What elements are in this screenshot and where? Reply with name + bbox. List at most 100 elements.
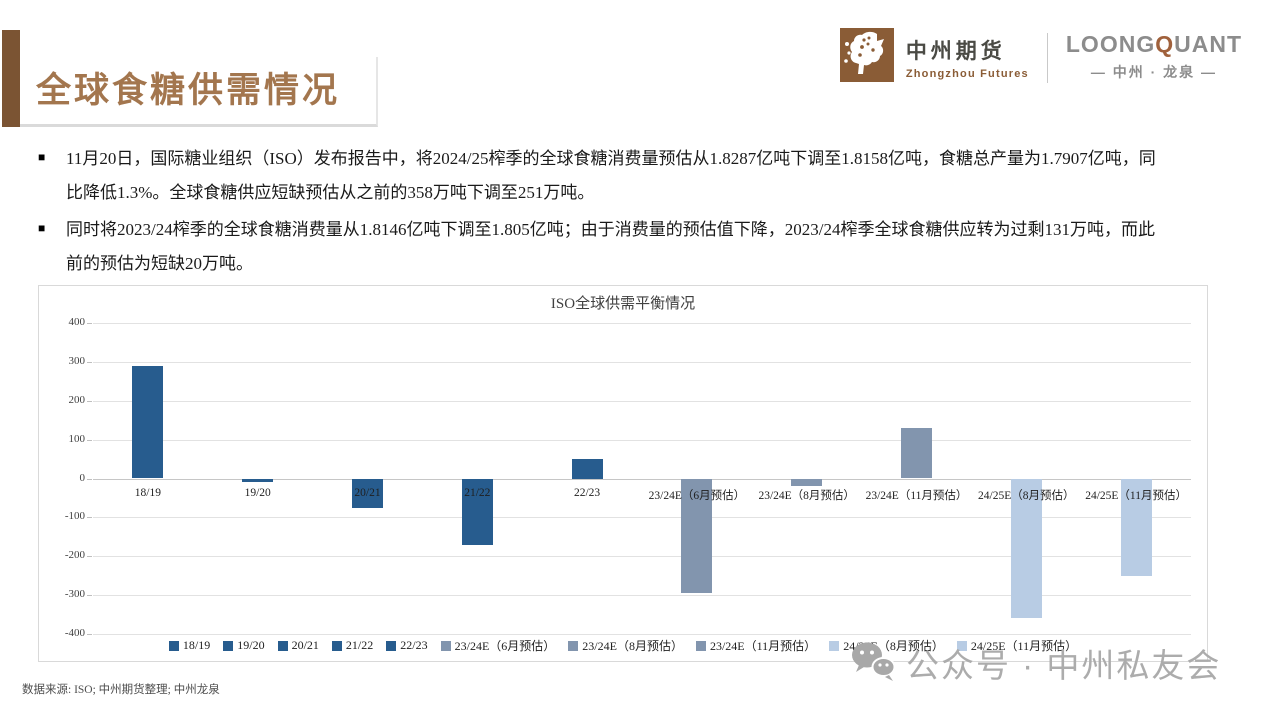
grid-line: [93, 634, 1191, 635]
legend-item: 21/22: [331, 638, 374, 653]
bullet-text-1: 11月20日，国际糖业组织（ISO）发布报告中，将2024/25榨季的全球食糖消…: [66, 149, 1156, 202]
x-tick-label: 23/24E（8月预估）: [758, 489, 855, 502]
legend-swatch: [168, 640, 179, 651]
loongquant-logo-wordmark: LOONGQUANT: [1065, 31, 1242, 57]
legend-item: 19/20: [223, 638, 265, 653]
bullet-marker-icon: ■: [38, 150, 46, 164]
y-axis-tick: [87, 634, 92, 635]
bar: [571, 459, 603, 479]
legend-label: 23/24E（8月预估）: [582, 639, 683, 653]
grid-line: [93, 400, 1191, 402]
bar: [132, 365, 164, 479]
legend-swatch: [223, 640, 234, 651]
bullet-marker-icon: ■: [38, 221, 46, 235]
legend-swatch: [331, 640, 342, 651]
legend-swatch: [568, 640, 579, 651]
legend-item: 24/25E（11月预估）: [956, 637, 1078, 654]
grid-line: [93, 439, 1191, 441]
chart-title: ISO全球供需平衡情况: [550, 296, 696, 312]
y-axis-tick: [87, 478, 92, 480]
x-tick-label: 22/23: [573, 486, 601, 499]
bar: [901, 427, 932, 479]
x-tick-label: 23/24E（11月预估）: [865, 489, 968, 502]
grid-line: [93, 323, 1191, 324]
wechat-icon: [850, 640, 896, 687]
legend-item: 23/24E（11月预估）: [695, 637, 817, 654]
loongquant-logo: LOONGQUANT — 中州 · 龙泉 —: [1066, 33, 1242, 82]
y-tick-label: 300: [68, 354, 86, 367]
zhongzhou-logo: 中州期货 Zhongzhou Futures: [839, 28, 1029, 87]
x-tick-label: 18/19: [134, 486, 161, 499]
legend-swatch: [829, 640, 840, 651]
legend-label: 18/19: [182, 638, 211, 652]
legend-swatch: [277, 640, 288, 651]
grid-line: [93, 517, 1191, 519]
bar: [352, 478, 383, 508]
legend-label: 20/21: [291, 638, 319, 652]
legend-label: 23/24E（6月预估）: [454, 639, 556, 653]
grid-line: [93, 361, 1191, 363]
bar: [681, 478, 713, 594]
bar: [791, 478, 823, 487]
x-tick-label: 21/22: [464, 486, 491, 499]
x-tick-label: 24/25E（8月预估）: [978, 489, 1075, 502]
legend-item: 18/19: [168, 638, 211, 653]
legend-swatch: [956, 640, 967, 651]
loongquant-logo-subtitle: — 中州 · 龙泉 —: [1090, 64, 1218, 80]
x-tick-label: 24/25E（11月预估）: [1085, 489, 1187, 502]
leopard-logo-icon: [839, 28, 894, 87]
title-card: 全球食糖供需情况: [20, 57, 378, 127]
y-axis-tick: [87, 595, 92, 597]
legend-label: 24/25E（11月预估）: [970, 639, 1078, 653]
legend-label: 19/20: [237, 638, 265, 652]
x-tick-label: 19/20: [244, 486, 271, 499]
y-tick-label: 200: [68, 393, 86, 406]
bullet-text-2: 同时将2023/24榨季的全球食糖消费量从1.8146亿吨下调至1.805亿吨；…: [66, 220, 1155, 273]
x-tick-label: 23/24E（6月预估）: [648, 489, 746, 502]
legend-label: 22/23: [400, 638, 428, 652]
y-axis-tick: [87, 556, 92, 558]
y-tick-label: 400: [68, 316, 86, 328]
legend-swatch: [440, 640, 451, 651]
x-tick-label: 20/21: [354, 486, 381, 499]
page-title: 全球食糖供需情况: [36, 71, 341, 110]
source-note: 数据来源: ISO; 中州期货整理; 中州龙泉: [22, 684, 220, 696]
legend-swatch: [695, 640, 706, 651]
y-tick-label: 100: [68, 432, 86, 445]
legend-label: 23/24E（11月预估）: [709, 639, 817, 653]
y-axis-tick: [87, 400, 92, 402]
legend-item: 23/24E（8月预估）: [568, 637, 683, 654]
y-axis-tick: [87, 361, 92, 363]
bullet-list: ■ 11月20日，国际糖业组织（ISO）发布报告中，将2024/25榨季的全球食…: [38, 142, 1160, 284]
bar: [1010, 478, 1042, 618]
chart-legend: 18/19 19/20 20/21 21/22 22/23 23/24E（6月预估） 23/…: [39, 637, 1207, 654]
bar: [461, 478, 493, 545]
bar: [1120, 478, 1152, 577]
chart-card: ISO全球供需平衡情况 -400 -300 -200 -100 0 100 200 300 40…: [38, 285, 1208, 662]
bullet-item: ■ 同时将2023/24榨季的全球食糖消费量从1.8146亿吨下调至1.805亿…: [38, 213, 1160, 281]
grid-line: [93, 556, 1191, 558]
grid-line: [93, 595, 1191, 597]
watermark: 公众号 · 中州私友会: [850, 639, 1221, 687]
bullet-item: ■ 11月20日，国际糖业组织（ISO）发布报告中，将2024/25榨季的全球食…: [38, 142, 1160, 210]
title-accent-bar: [2, 30, 20, 127]
y-tick-label: -200: [64, 549, 85, 562]
legend-item: 23/24E（6月预估）: [440, 637, 556, 654]
legend-item: 22/23: [386, 638, 428, 653]
y-tick-label: 0: [79, 471, 86, 484]
y-tick-label: -100: [64, 510, 85, 523]
legend-swatch: [386, 640, 397, 651]
y-tick-label: -400: [64, 627, 85, 639]
header-logos: 中州期货 Zhongzhou Futures LOONGQUANT — 中州 ·…: [839, 28, 1242, 87]
y-tick-label: -300: [64, 588, 85, 601]
logo-divider: [1046, 32, 1048, 83]
y-axis-tick: [87, 439, 92, 441]
bar: [242, 478, 274, 483]
legend-item: 20/21: [277, 638, 319, 653]
zhongzhou-logo-name: 中州期货: [905, 40, 1006, 63]
y-axis-tick: [87, 517, 92, 519]
legend-label: 21/22: [345, 638, 374, 652]
y-axis-tick: [87, 323, 92, 324]
zhongzhou-logo-subtitle: Zhongzhou Futures: [905, 68, 1029, 80]
